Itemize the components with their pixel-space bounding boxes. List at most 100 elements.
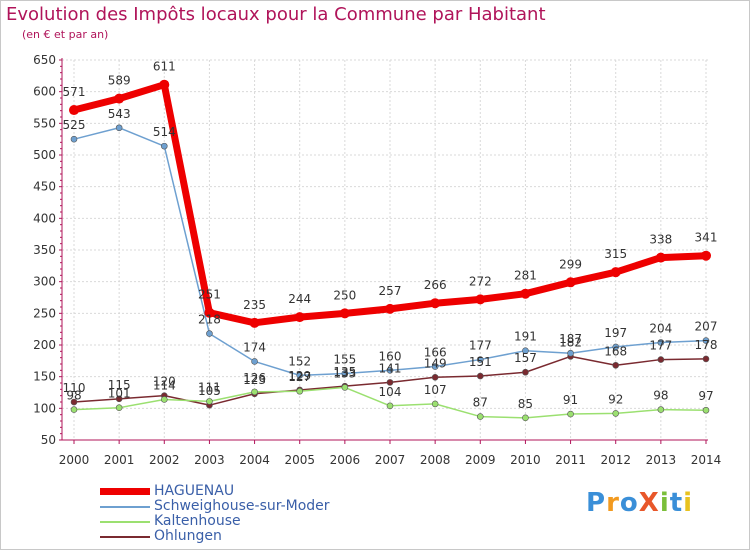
data-label-ohlungen: 120	[153, 375, 176, 389]
logo-letter: X	[638, 488, 660, 518]
data-label-haguenau: 272	[469, 274, 492, 288]
data-point-schweighouse-sur-moder	[115, 124, 123, 132]
legend-swatch-kaltenhouse	[100, 521, 150, 523]
data-point-haguenau	[610, 267, 621, 278]
y-tick-label: 150	[33, 370, 56, 384]
data-label-kaltenhouse: 133	[333, 366, 356, 380]
data-label-schweighouse-sur-moder: 514	[153, 125, 176, 139]
data-point-ohlungen	[431, 373, 439, 381]
data-point-haguenau	[475, 294, 486, 305]
data-point-kaltenhouse	[386, 402, 394, 410]
x-tick-label: 2011	[555, 453, 586, 467]
data-label-haguenau: 266	[424, 278, 447, 292]
data-point-haguenau	[294, 312, 305, 323]
data-label-kaltenhouse: 92	[608, 392, 623, 406]
logo-letter: i	[683, 488, 694, 518]
data-point-ohlungen	[70, 398, 78, 406]
data-point-haguenau	[114, 93, 125, 104]
data-point-kaltenhouse	[431, 400, 439, 408]
data-label-schweighouse-sur-moder: 160	[379, 349, 402, 363]
data-label-kaltenhouse: 98	[66, 389, 81, 403]
legend-label-haguenau: HAGUENAU	[154, 483, 235, 499]
logo-letter: i	[659, 488, 670, 518]
data-point-kaltenhouse	[476, 413, 484, 420]
data-label-haguenau: 589	[108, 74, 131, 88]
data-label-schweighouse-sur-moder: 155	[333, 353, 356, 367]
x-tick-label: 2001	[104, 453, 135, 467]
data-point-schweighouse-sur-moder	[160, 142, 168, 150]
data-label-haguenau: 611	[153, 60, 176, 74]
data-point-kaltenhouse	[567, 410, 574, 418]
data-point-schweighouse-sur-moder	[702, 337, 710, 344]
data-label-haguenau: 235	[243, 298, 266, 312]
data-point-schweighouse-sur-moder	[296, 372, 304, 379]
x-tick-label: 2000	[59, 453, 90, 467]
data-label-ohlungen: 149	[424, 356, 447, 370]
data-label-kaltenhouse: 104	[379, 385, 402, 399]
legend-label-kaltenhouse: Kaltenhouse	[154, 513, 241, 529]
x-tick-label: 2010	[510, 453, 541, 467]
chart-title: Evolution des Impôts locaux pour la Comm…	[6, 4, 546, 25]
data-point-schweighouse-sur-moder	[476, 356, 484, 363]
data-point-ohlungen	[386, 379, 394, 386]
legend-swatch-haguenau	[100, 488, 150, 495]
data-point-kaltenhouse	[702, 406, 710, 414]
data-point-haguenau	[159, 79, 170, 90]
data-label-ohlungen: 141	[379, 361, 402, 375]
data-label-kaltenhouse: 126	[243, 371, 266, 385]
data-point-schweighouse-sur-moder	[341, 370, 349, 377]
legend-label-ohlungen: Ohlungen	[154, 528, 222, 544]
data-point-kaltenhouse	[70, 406, 78, 413]
data-point-schweighouse-sur-moder	[567, 349, 574, 357]
data-label-ohlungen: 182	[559, 335, 582, 349]
data-label-schweighouse-sur-moder: 174	[243, 340, 266, 354]
data-point-ohlungen	[612, 361, 620, 369]
x-tick-label: 2008	[420, 453, 451, 467]
data-label-kaltenhouse: 91	[563, 393, 578, 407]
data-point-schweighouse-sur-moder	[657, 339, 665, 346]
data-point-kaltenhouse	[251, 388, 258, 396]
data-point-haguenau	[69, 105, 79, 116]
data-label-ohlungen: 115	[108, 378, 131, 392]
data-label-kaltenhouse: 114	[153, 378, 176, 392]
x-tick-label: 2002	[149, 453, 180, 467]
y-tick-label: 250	[33, 306, 56, 320]
legend-label-schweighouse: Schweighouse-sur-Moder	[154, 498, 330, 514]
y-tick-label: 300	[33, 275, 56, 289]
data-label-ohlungen: 110	[63, 381, 86, 395]
data-label-kaltenhouse: 127	[288, 370, 311, 384]
data-label-haguenau: 338	[649, 233, 672, 247]
x-tick-label: 2014	[691, 453, 722, 467]
data-label-ohlungen: 135	[333, 365, 356, 379]
data-label-haguenau: 257	[379, 284, 402, 298]
logo-letter: o	[619, 488, 639, 518]
x-tick-label: 2004	[239, 453, 270, 467]
data-point-ohlungen	[522, 368, 529, 376]
y-tick-label: 200	[33, 338, 56, 352]
data-point-haguenau	[655, 252, 666, 263]
data-point-schweighouse-sur-moder	[206, 330, 213, 337]
data-point-haguenau	[204, 307, 215, 318]
data-point-schweighouse-sur-moder	[70, 135, 78, 143]
data-point-haguenau	[430, 298, 441, 309]
data-label-haguenau: 281	[514, 269, 537, 283]
logo-letter: t	[669, 488, 684, 518]
data-label-schweighouse-sur-moder: 218	[198, 313, 221, 327]
data-label-schweighouse-sur-moder: 525	[63, 118, 86, 132]
data-point-kaltenhouse	[115, 404, 123, 412]
logo-letter: r	[606, 488, 620, 518]
data-label-ohlungen: 105	[198, 384, 221, 398]
x-tick-label: 2006	[330, 453, 361, 467]
data-label-ohlungen: 151	[469, 355, 492, 369]
data-label-schweighouse-sur-moder: 543	[108, 107, 131, 121]
logo-letter: P	[586, 488, 607, 518]
data-label-ohlungen: 168	[604, 344, 627, 358]
data-point-schweighouse-sur-moder	[612, 343, 620, 351]
data-point-haguenau	[565, 277, 576, 288]
data-label-ohlungen: 178	[695, 338, 718, 352]
data-point-schweighouse-sur-moder	[522, 347, 529, 355]
x-tick-label: 2013	[646, 453, 677, 467]
x-tick-label: 2012	[600, 453, 631, 467]
data-point-kaltenhouse	[160, 396, 168, 403]
